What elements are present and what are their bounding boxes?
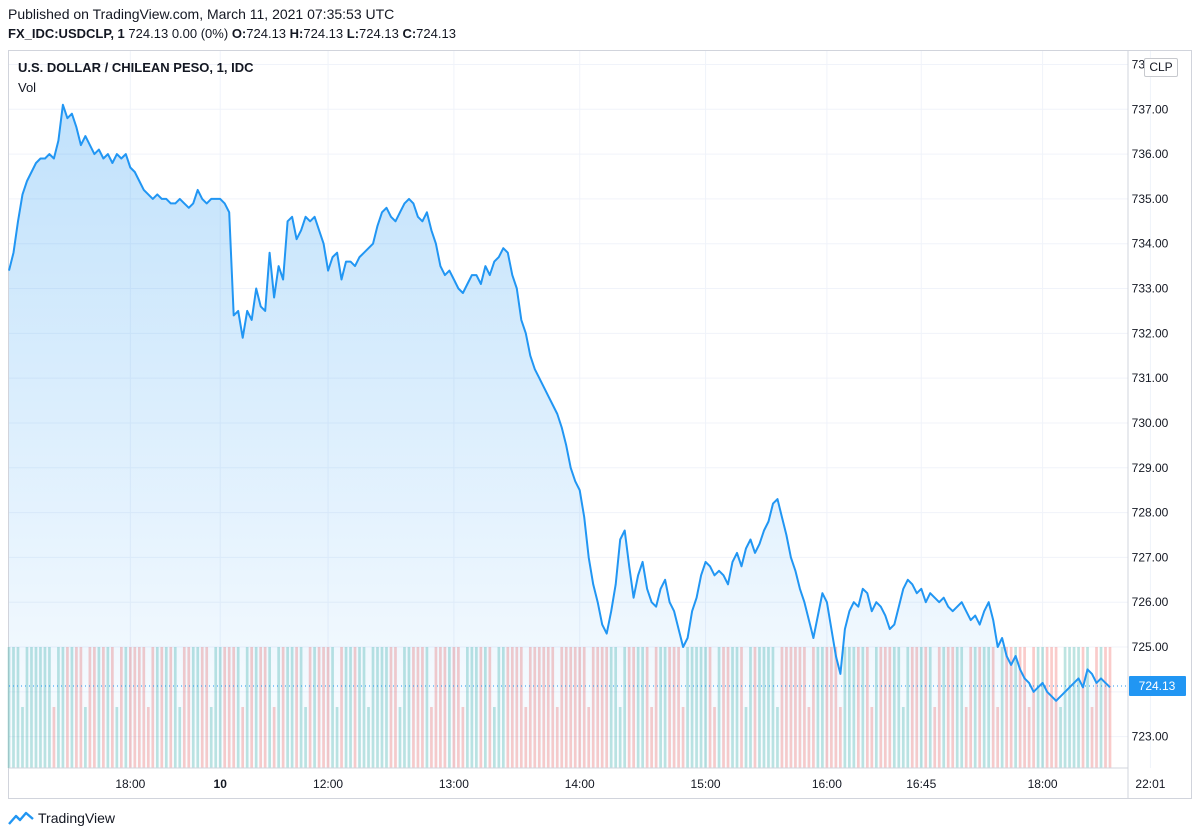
y-tick-label: 725.00 <box>1132 640 1169 654</box>
open-value: 724.13 <box>246 26 287 41</box>
y-tick-label: 731.00 <box>1132 371 1169 385</box>
volume-indicator-label[interactable]: Vol <box>18 80 37 95</box>
y-tick-label: 728.00 <box>1132 506 1169 520</box>
tradingview-logo-icon <box>8 811 34 825</box>
x-tick-label: 15:00 <box>691 777 721 791</box>
high-label: H: <box>289 26 304 41</box>
y-tick-label: 733.00 <box>1132 282 1169 296</box>
x-tick-label: 10 <box>214 777 228 791</box>
x-tick-label: 12:00 <box>313 777 343 791</box>
open-label: O: <box>231 26 247 41</box>
price-line <box>8 103 1111 702</box>
chart-frame <box>8 50 1192 799</box>
y-tick-label: 729.00 <box>1132 461 1169 475</box>
chart-title: U.S. DOLLAR / CHILEAN PESO, 1, IDC <box>18 60 254 75</box>
symbol-label: FX_IDC:USDCLP, 1 <box>8 26 125 41</box>
low-label: L: <box>346 26 360 41</box>
high-value: 724.13 <box>303 26 344 41</box>
y-tick-label: 727.00 <box>1132 550 1169 564</box>
x-tick-label: 13:00 <box>439 777 469 791</box>
y-tick-label: 734.00 <box>1132 237 1169 251</box>
x-tick-label: 14:00 <box>565 777 595 791</box>
last-price: 724.13 <box>128 26 169 41</box>
last-price-marker: 724.13 <box>9 675 1186 696</box>
y-tick-label: 732.00 <box>1132 326 1169 340</box>
x-tick-label: 22:01 <box>1135 777 1165 791</box>
brand-name: TradingView <box>38 810 116 826</box>
y-tick-label: 726.00 <box>1132 595 1169 609</box>
time-axis[interactable]: 18:00 10 12:00 13:00 14:00 15:00 16:00 16:45 18:… <box>9 767 1166 791</box>
low-value: 724.13 <box>359 26 399 41</box>
y-tick-label: 735.00 <box>1132 192 1169 206</box>
y-tick-label: 736.00 <box>1132 147 1169 161</box>
x-tick-label: 16:45 <box>906 777 936 791</box>
price-area <box>8 103 1111 769</box>
y-tick-label: 723.00 <box>1132 730 1169 744</box>
y-tick-label: 730.00 <box>1132 416 1169 430</box>
x-tick-label: 18:00 <box>1028 777 1058 791</box>
x-tick-label: 18:00 <box>115 777 145 791</box>
currency-badge[interactable]: CLP <box>1144 58 1178 77</box>
price-change: 0.00 (0%) <box>171 26 229 41</box>
last-price-badge <box>1129 675 1186 696</box>
footer-brand[interactable]: TradingView <box>8 810 115 826</box>
last-price-label: 724.13 <box>1139 679 1176 693</box>
published-caption: Published on TradingView.com, March 11, … <box>8 6 395 22</box>
close-label: C: <box>402 26 417 41</box>
y-tick-label: 737.00 <box>1132 102 1169 116</box>
close-value: 724.13 <box>416 26 456 41</box>
ohlc-legend: FX_IDC:USDCLP, 1 724.13 0.00 (0%) O:724.… <box>8 26 456 41</box>
x-tick-label: 16:00 <box>812 777 842 791</box>
